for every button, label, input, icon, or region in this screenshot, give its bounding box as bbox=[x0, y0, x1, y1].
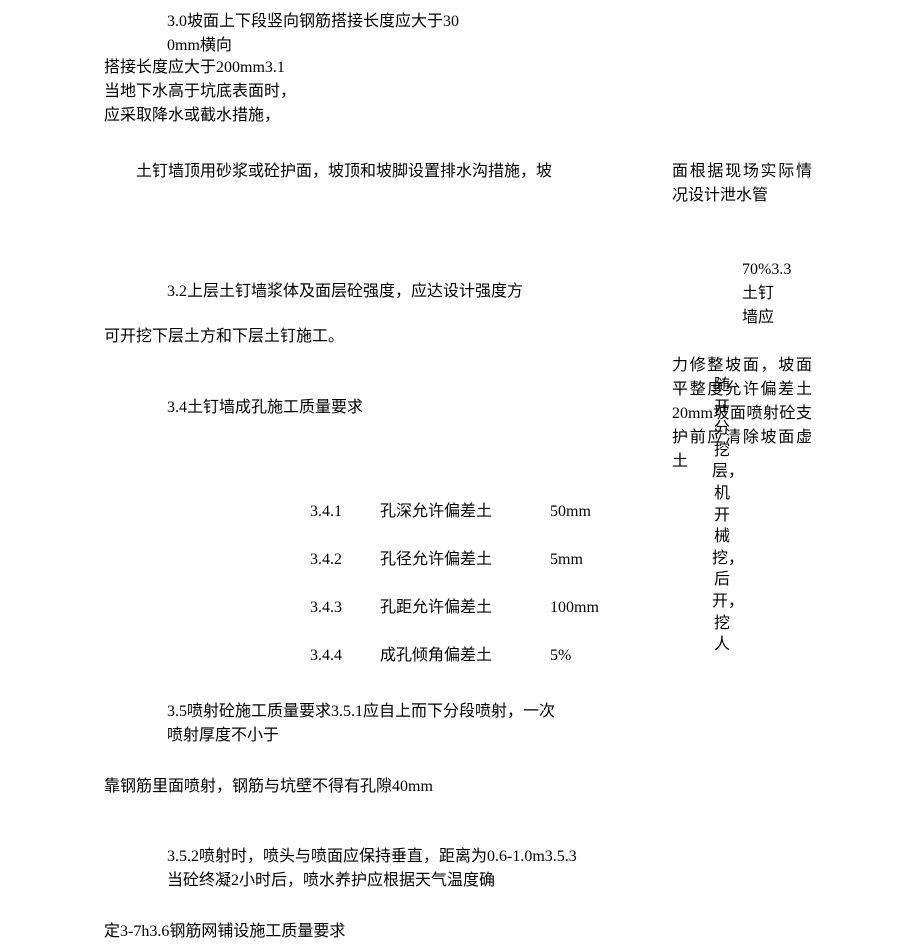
text-0mm-horizontal: 0mm横向 bbox=[167, 34, 232, 58]
table-cell-label-0: 孔深允许偏差土 bbox=[380, 500, 492, 524]
text-3-6-mesh: 定3-7h3.6钢筋网铺设施工质量要求 bbox=[104, 920, 345, 944]
text-groundwater: 当地下水高于坑底表面时， bbox=[104, 80, 296, 104]
table-cell-num-3: 3.4.4 bbox=[310, 644, 342, 668]
table-cell-val-2: 100mm bbox=[550, 596, 599, 620]
text-dewatering: 应采取降水或截水措施， bbox=[104, 104, 280, 128]
text-drainage-pipe: 面根据现场实际情况设计泄水管 bbox=[672, 160, 812, 208]
text-rebar-gap: 靠钢筋里面喷射，钢筋与坑壁不得有孔隙40mm bbox=[104, 775, 433, 799]
text-3-2-strength: 3.2上层土钉墙浆体及面层砼强度，应达设计强度方 bbox=[167, 280, 523, 304]
text-3-4-hole-quality: 3.4土钉墙成孔施工质量要求 bbox=[167, 396, 363, 420]
text-70pct-3-3: 70%3.3土钉墙应 bbox=[742, 258, 782, 330]
text-3-5-spray: 3.5喷射砼施工质量要求3.5.1应自上而下分段喷射，一次喷射厚度不小于 bbox=[167, 700, 567, 748]
table-cell-num-2: 3.4.3 bbox=[310, 596, 342, 620]
text-slope-trim: 力修整坡面，坡面平整度允许偏差土20mm坡面喷射砼支护前应清除坡面虚土 bbox=[672, 354, 812, 474]
text-3-0-splice: 3.0坡面上下段竖向钢筋搭接长度应大于30 bbox=[167, 10, 459, 34]
table-cell-label-1: 孔径允许偏差土 bbox=[380, 548, 492, 572]
text-3-5-2-spray-head: 3.5.2喷射时，喷头与喷面应保持垂直，距离为0.6-1.0m3.5.3当砼终凝… bbox=[167, 845, 587, 893]
table-cell-label-2: 孔距允许偏差土 bbox=[380, 596, 492, 620]
table-cell-val-1: 5mm bbox=[550, 548, 583, 572]
table-cell-val-0: 50mm bbox=[550, 500, 591, 524]
text-vertical-excavation: 随开分挖层，机开械挖，后开，挖人 bbox=[712, 375, 732, 656]
table-cell-val-3: 5% bbox=[550, 644, 571, 668]
text-excavate-lower: 可开挖下层土方和下层土钉施工。 bbox=[104, 325, 344, 349]
table-cell-num-1: 3.4.2 bbox=[310, 548, 342, 572]
text-soil-nail-top: 土钉墙顶用砂浆或砼护面，坡顶和坡脚设置排水沟措施，坡 bbox=[136, 160, 552, 184]
text-splice-200mm: 搭接长度应大于200mm3.1 bbox=[104, 56, 285, 80]
table-cell-num-0: 3.4.1 bbox=[310, 500, 342, 524]
table-cell-label-3: 成孔倾角偏差土 bbox=[380, 644, 492, 668]
